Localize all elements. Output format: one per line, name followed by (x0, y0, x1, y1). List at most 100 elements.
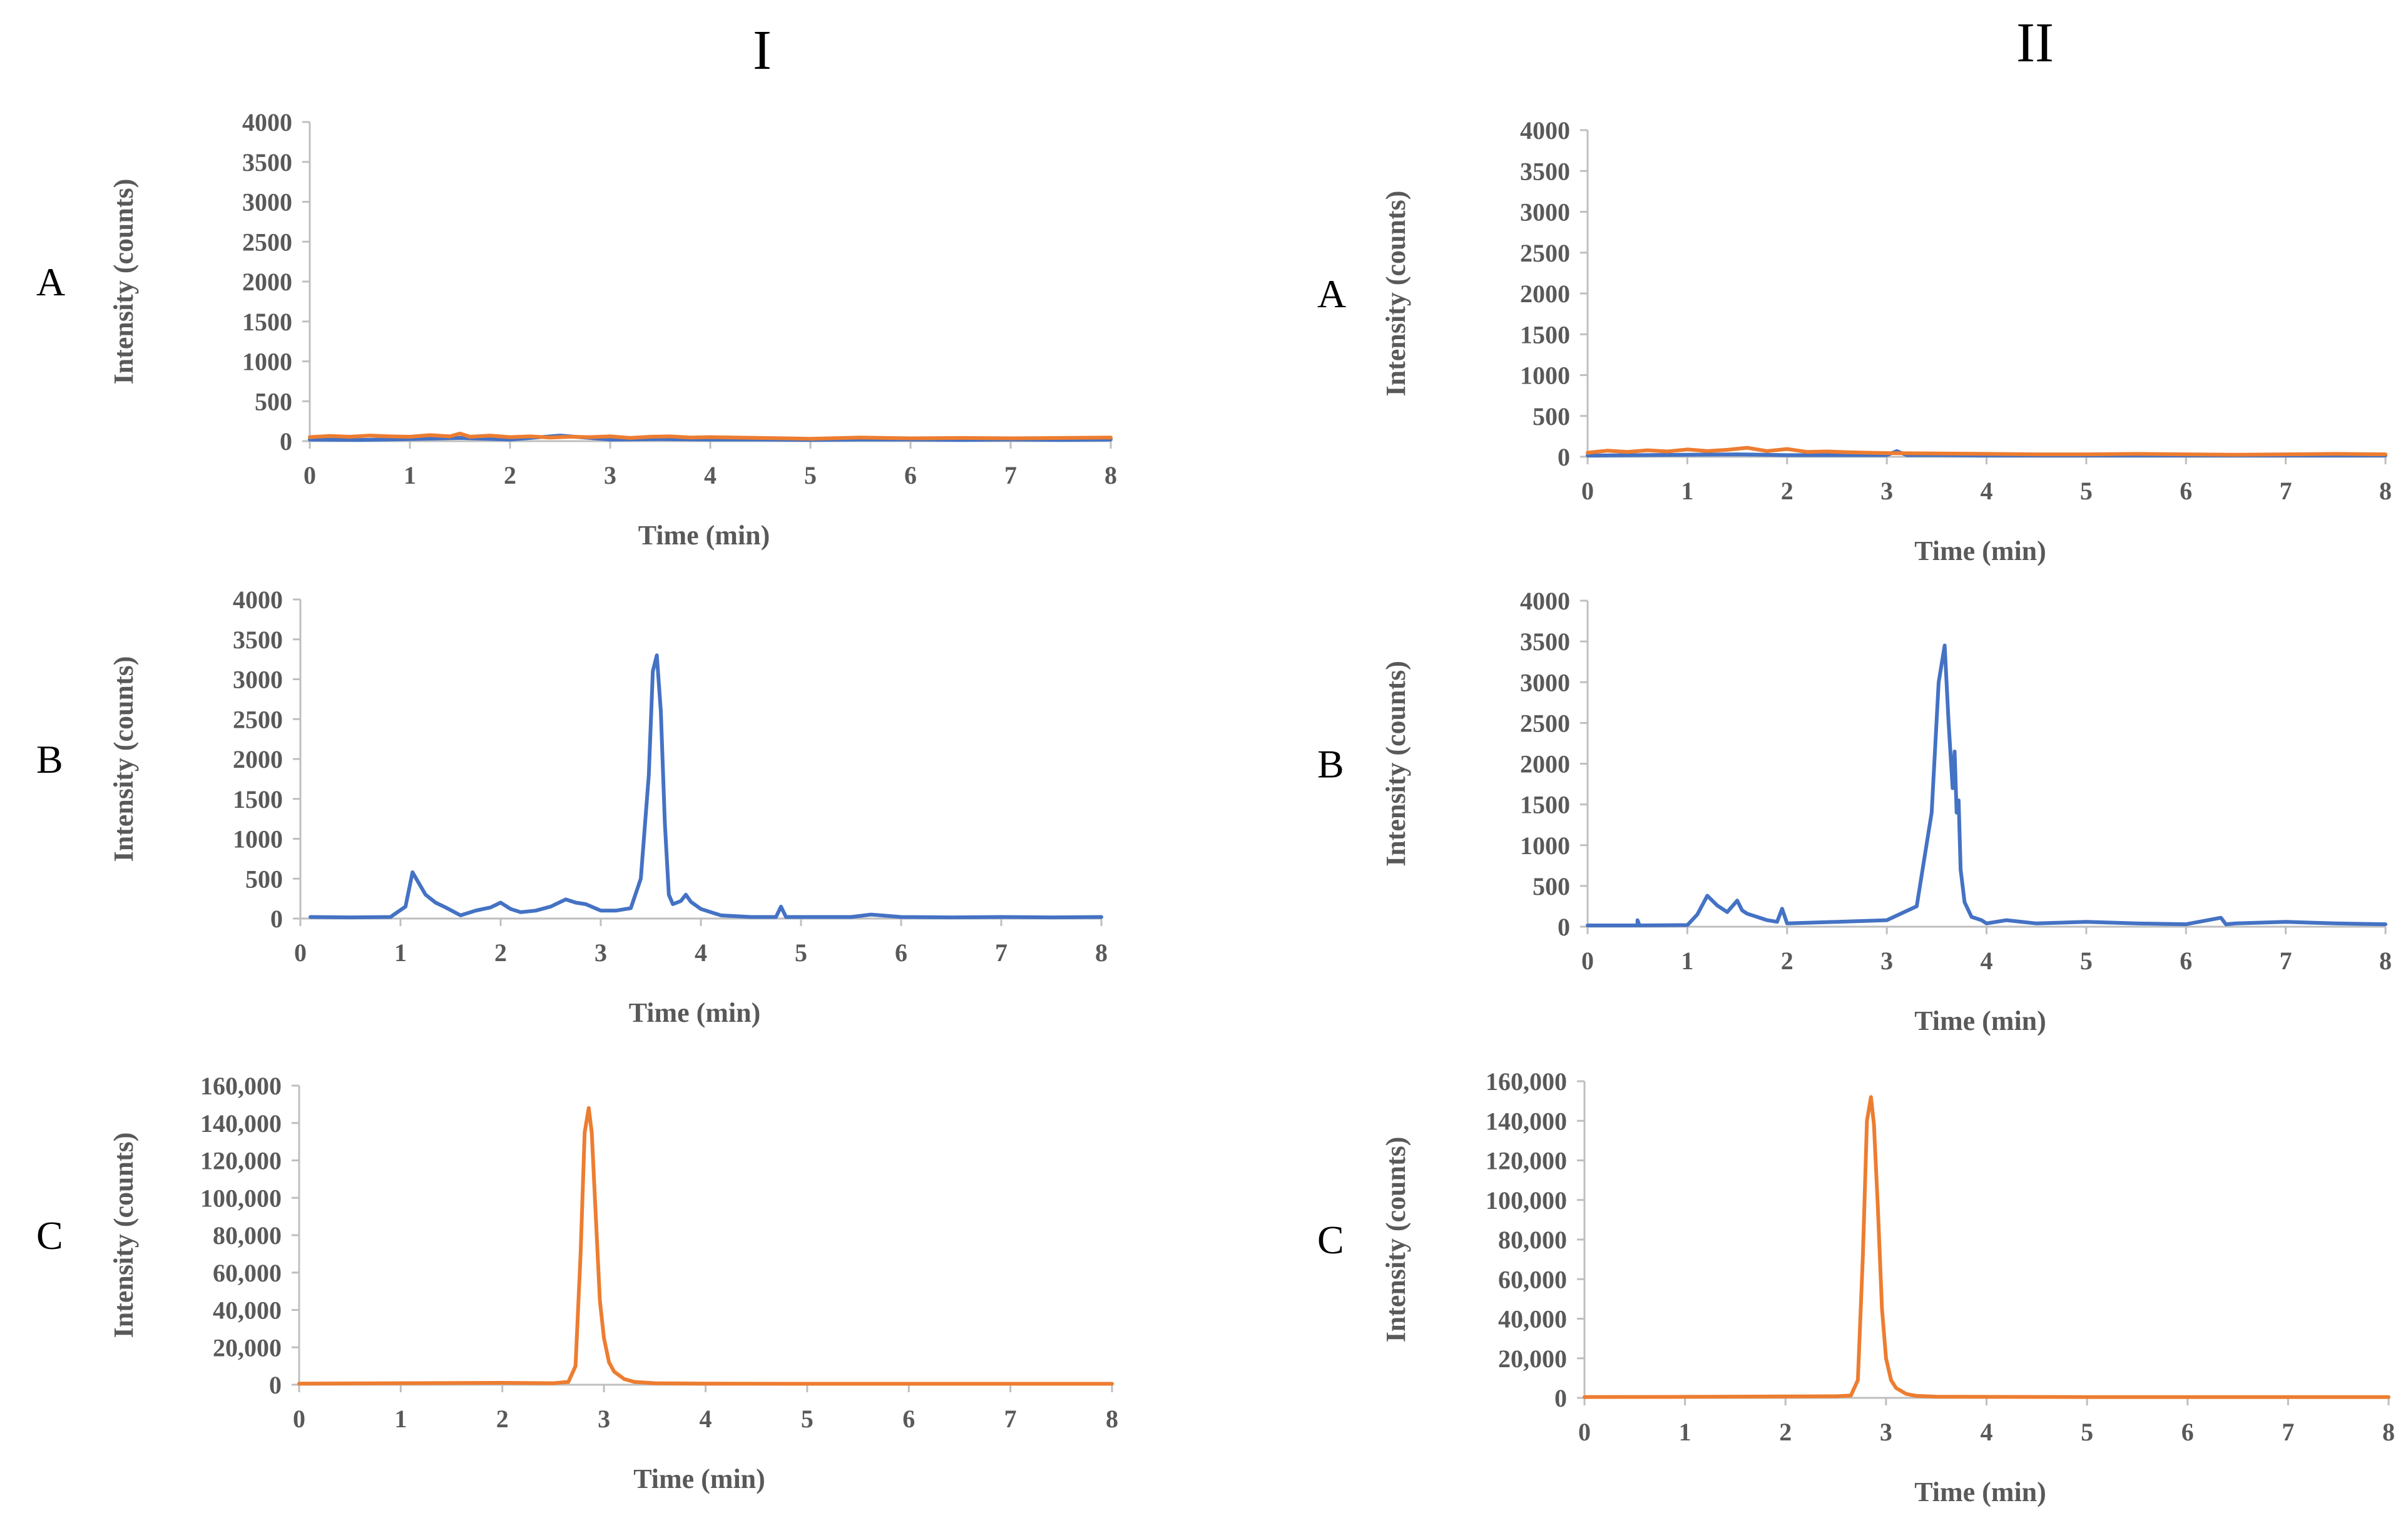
x-tick-label: 0 (304, 461, 316, 489)
x-tick-label: 6 (895, 939, 907, 967)
x-tick-label: 4 (700, 1405, 712, 1433)
x-tick-label: 6 (2180, 477, 2192, 505)
y-tick-label: 3000 (242, 188, 292, 216)
x-axis-title: Time (min) (633, 1464, 765, 1494)
x-axis-title: Time (min) (1914, 536, 2046, 566)
y-tick-label: 500 (1533, 872, 1570, 900)
y-tick-label: 1500 (233, 785, 283, 813)
y-tick-label: 120,000 (1486, 1147, 1567, 1175)
x-tick-label: 5 (795, 939, 807, 967)
x-tick-label: 1 (394, 1405, 407, 1433)
x-tick-label: 2 (1781, 947, 1793, 975)
chart-panel-I-A: A 0 500 1000 1500 2000 2500 3000 3500 4000 0 1 2 3 4 5 6… (36, 108, 1117, 551)
x-tick-label: 1 (1681, 477, 1693, 505)
y-tick-label: 1500 (1520, 791, 1570, 819)
y-axis-title: Intensity (counts) (108, 656, 139, 862)
x-tick-label: 4 (1981, 947, 1993, 975)
y-tick-label: 0 (280, 427, 292, 456)
x-tick-label: 1 (404, 461, 416, 489)
y-tick-label: 4000 (1520, 116, 1570, 145)
x-tick-label: 6 (904, 461, 917, 489)
x-tick-label: 8 (2379, 477, 2392, 505)
series-line-blue (309, 653, 1103, 920)
x-tick-label: 2 (1781, 477, 1793, 505)
x-axis-title: Time (min) (1914, 1006, 2046, 1036)
y-axis-title: Intensity (counts) (1380, 191, 1411, 397)
y-tick-label: 20,000 (213, 1333, 282, 1362)
y-tick-label: 160,000 (200, 1072, 282, 1100)
y-tick-label: 500 (255, 387, 292, 415)
x-tick-label: 4 (695, 939, 707, 967)
series-line-blue (1586, 643, 2387, 927)
x-tick-label: 8 (1106, 1405, 1118, 1433)
y-tick-label: 4000 (233, 586, 283, 614)
y-tick-label: 140,000 (1486, 1107, 1567, 1135)
x-tick-label: 8 (2382, 1418, 2395, 1446)
y-tick-label: 3500 (1520, 628, 1570, 656)
x-tick-label: 7 (2280, 477, 2292, 505)
x-tick-label: 5 (804, 461, 817, 489)
y-tick-label: 80,000 (1498, 1226, 1567, 1254)
x-tick-label: 2 (494, 939, 507, 967)
y-tick-label: 2500 (1520, 709, 1570, 737)
x-tick-label: 7 (2282, 1418, 2294, 1446)
y-tick-label: 140,000 (200, 1109, 282, 1138)
y-tick-label: 1500 (1520, 320, 1570, 349)
y-tick-label: 1500 (242, 308, 292, 336)
y-axis-title: Intensity (counts) (1380, 661, 1411, 867)
y-tick-label: 2000 (242, 268, 292, 296)
y-tick-label: 1000 (1520, 362, 1570, 390)
column-title-II: II (2016, 12, 2054, 74)
x-tick-label: 0 (1581, 947, 1594, 975)
chart-panel-II-A: A 0 500 1000 1500 2000 2500 3000 3500 4000 0 1 2 3 4 5 6… (1317, 116, 2392, 566)
y-tick-label: 3500 (233, 626, 283, 654)
y-tick-label: 0 (269, 1371, 282, 1399)
x-tick-label: 6 (902, 1405, 915, 1433)
x-tick-label: 7 (1004, 461, 1017, 489)
y-tick-label: 100,000 (1486, 1186, 1567, 1215)
x-tick-label: 2 (496, 1405, 509, 1433)
row-label: C (36, 1213, 63, 1258)
y-tick-label: 100,000 (200, 1184, 282, 1212)
x-axis-title: Time (min) (1914, 1477, 2046, 1507)
x-tick-label: 5 (801, 1405, 814, 1433)
y-tick-label: 3000 (233, 666, 283, 694)
x-tick-label: 1 (1681, 947, 1693, 975)
x-tick-label: 8 (1095, 939, 1108, 967)
x-tick-label: 1 (1679, 1418, 1691, 1446)
y-axis-title: Intensity (counts) (108, 1133, 139, 1338)
x-tick-label: 7 (1004, 1405, 1017, 1433)
x-tick-label: 3 (1880, 947, 1893, 975)
y-tick-label: 500 (1533, 402, 1570, 430)
y-tick-label: 0 (270, 905, 283, 933)
y-tick-label: 60,000 (1498, 1265, 1567, 1293)
x-tick-label: 8 (1105, 461, 1117, 489)
y-tick-label: 2000 (233, 745, 283, 773)
y-tick-label: 3000 (1520, 198, 1570, 227)
y-tick-label: 3500 (1520, 157, 1570, 185)
x-tick-label: 4 (1981, 1418, 1993, 1446)
y-tick-label: 120,000 (200, 1147, 282, 1175)
x-tick-label: 3 (604, 461, 616, 489)
chart-panel-II-B: B 0 500 1000 1500 2000 2500 3000 3500 4000 0 1 2 3 4 5 6… (1317, 587, 2392, 1036)
chart-panel-I-B: B 0 500 1000 1500 2000 2500 3000 3500 4000 0 1 2 3 4 5 6… (36, 586, 1108, 1028)
y-tick-label: 1000 (242, 348, 292, 376)
y-tick-label: 1000 (233, 825, 283, 853)
y-tick-label: 40,000 (1498, 1305, 1567, 1333)
x-tick-label: 7 (995, 939, 1008, 967)
x-tick-label: 0 (293, 1405, 305, 1433)
column-title-I: I (753, 19, 772, 81)
row-label: C (1317, 1218, 1344, 1262)
y-tick-label: 0 (1558, 913, 1570, 941)
y-tick-label: 80,000 (213, 1221, 282, 1250)
x-tick-label: 6 (2180, 947, 2192, 975)
x-tick-label: 1 (394, 939, 407, 967)
x-tick-label: 5 (2080, 477, 2093, 505)
y-axis-title: Intensity (counts) (1380, 1137, 1411, 1343)
series-line-orange (297, 1106, 1114, 1386)
row-label: B (36, 737, 63, 782)
x-tick-label: 4 (1981, 477, 1993, 505)
row-label: A (36, 260, 65, 304)
y-tick-label: 2000 (1520, 280, 1570, 308)
